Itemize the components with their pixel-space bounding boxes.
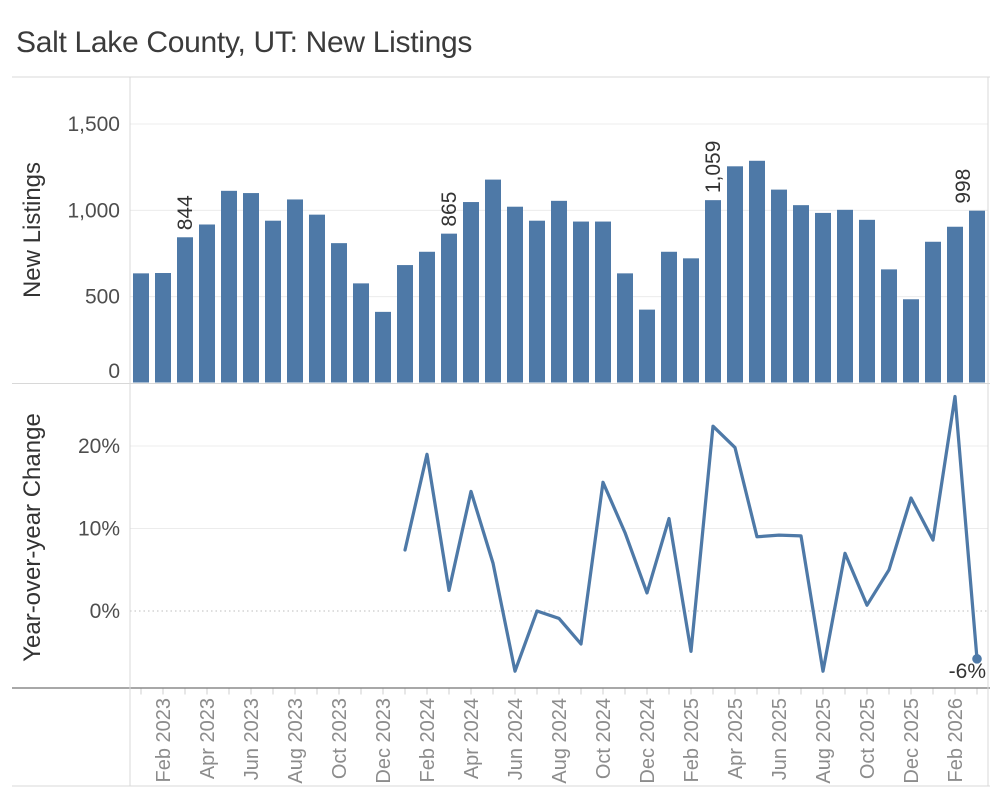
bar-Jun-2025[interactable] [771,189,787,383]
y-tick-label-500: 500 [85,286,120,309]
bar-Nov-2024[interactable] [617,273,633,383]
bar-May-2025[interactable] [749,160,765,383]
axis-title-yoy-change: Year-over-year Change [19,413,46,662]
bar-Apr-2024[interactable] [463,202,479,383]
bar-Jun-2024[interactable] [507,206,523,383]
x-tick-label-Feb-2025: Feb 2025 [681,698,703,783]
axis-title-new-listings: New Listings [19,162,46,298]
x-tick-label-Apr-2025: Apr 2025 [725,698,747,779]
bar-Dec-2025[interactable] [903,299,919,383]
x-tick-label-Dec-2024: Dec 2024 [637,698,659,784]
bar-Feb-2024[interactable] [419,251,435,383]
bar-value-label-1059: 1,059 [702,141,725,194]
x-tick-label-Feb-2026: Feb 2026 [945,698,967,783]
bar-Aug-2025[interactable] [815,212,831,383]
bar-Oct-2024[interactable] [595,221,611,383]
bar-Aug-2024[interactable] [551,200,567,383]
bar-Aug-2023[interactable] [287,199,303,383]
x-tick-label-Aug-2024: Aug 2024 [549,698,571,784]
x-tick-label-Oct-2024: Oct 2024 [593,698,615,779]
bar-Dec-2024[interactable] [639,309,655,383]
yoy-end-label: -6% [949,660,986,683]
bar-value-label-865: 865 [438,192,461,227]
x-tick-label-Aug-2025: Aug 2025 [813,698,835,784]
bar-Feb-2026[interactable] [947,226,963,383]
bar-Jul-2024[interactable] [529,220,545,383]
y-tick-label-0: 0 [108,360,120,383]
bar-Jan-2026[interactable] [925,241,941,383]
x-tick-label-Aug-2023: Aug 2023 [285,698,307,784]
x-tick-label-Oct-2025: Oct 2025 [857,698,879,779]
x-tick-label-Apr-2023: Apr 2023 [197,698,219,779]
bar-Sep-2024[interactable] [573,221,589,383]
bar-value-label-844: 844 [174,195,197,230]
y-tick-label-1000: 1,000 [67,199,120,222]
bar-Nov-2025[interactable] [881,269,897,383]
bar-Jul-2025[interactable] [793,205,809,383]
bar-Jan-2025[interactable] [661,251,677,383]
bar-Apr-2025[interactable] [727,166,743,383]
bar-Jan-2023[interactable] [133,273,149,383]
bar-Jun-2023[interactable] [243,193,259,383]
bar-Jan-2024[interactable] [397,265,413,383]
bar-Mar-2025[interactable] [705,200,721,383]
x-tick-label-Feb-2023: Feb 2023 [153,698,175,783]
y-tick-label-10pct: 10% [78,518,120,541]
yoy-endpoint-dot[interactable] [972,654,982,664]
bar-Jul-2023[interactable] [265,220,281,383]
x-tick-label-Feb-2024: Feb 2024 [417,698,439,783]
bar-Oct-2023[interactable] [331,243,347,383]
x-tick-label-Oct-2023: Oct 2023 [329,698,351,779]
x-tick-label-Dec-2025: Dec 2025 [901,698,923,784]
bar-value-label-998: 998 [952,169,975,204]
bar-May-2024[interactable] [485,179,501,383]
bar-Mar-2026[interactable] [969,210,985,383]
x-tick-label-Jun-2025: Jun 2025 [769,698,791,780]
bar-May-2023[interactable] [221,190,237,383]
page-title: Salt Lake County, UT: New Listings [16,26,473,59]
x-tick-label-Dec-2023: Dec 2023 [373,698,395,784]
x-tick-label-Apr-2024: Apr 2024 [461,698,483,779]
bar-Dec-2023[interactable] [375,311,391,383]
bar-Oct-2025[interactable] [859,219,875,383]
y-tick-label-1500: 1,500 [67,113,120,136]
bar-Mar-2024[interactable] [441,233,457,383]
bar-Feb-2023[interactable] [155,273,171,383]
bar-Sep-2023[interactable] [309,214,325,383]
y-tick-label-20pct: 20% [78,435,120,458]
bar-Mar-2023[interactable] [177,237,193,383]
yoy-change-line[interactable] [403,394,979,673]
bar-Feb-2025[interactable] [683,258,699,383]
bar-Sep-2025[interactable] [837,209,853,383]
bar-Apr-2023[interactable] [199,224,215,383]
y-tick-label-0pct: 0% [90,600,120,623]
x-tick-label-Jun-2023: Jun 2023 [241,698,263,780]
bar-Nov-2023[interactable] [353,283,369,383]
x-tick-label-Jun-2024: Jun 2024 [505,698,527,780]
